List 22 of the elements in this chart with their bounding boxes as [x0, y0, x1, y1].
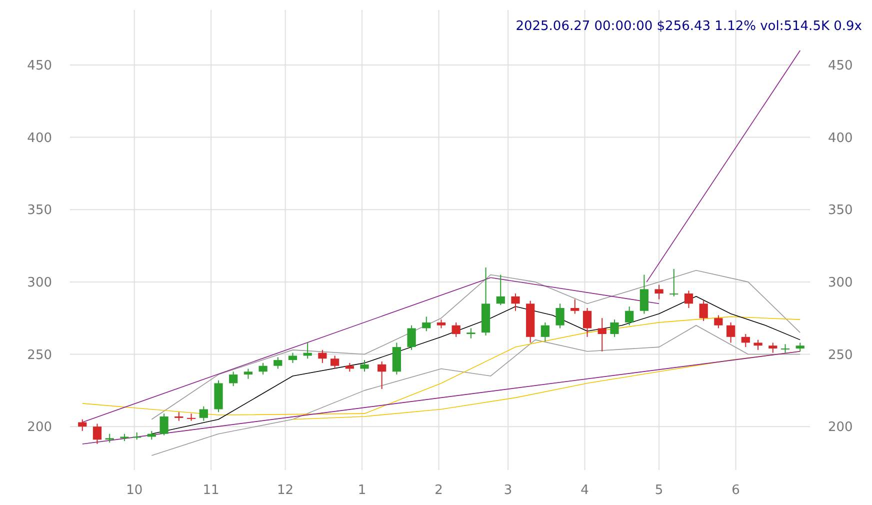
y-tick-label: 350 [27, 203, 52, 218]
x-tick-label: 10 [126, 483, 143, 498]
x-tick-label: 12 [277, 483, 294, 498]
y2-tick-label: 450 [828, 58, 853, 74]
x-tick-label: 2 [434, 483, 443, 498]
y-tick-label: 300 [27, 276, 52, 290]
y2-tick-label: 400 [828, 130, 853, 146]
y-tick-label: 250 [27, 348, 52, 363]
y2-tick-label: 200 [828, 420, 853, 436]
x-tick-label: 6 [732, 483, 740, 498]
y2-tick-label: 300 [828, 276, 853, 290]
x-tick-label: 4 [580, 483, 589, 498]
x-tick-label: 3 [504, 483, 512, 498]
x-tick-label: 1 [358, 483, 366, 498]
y-tick-label: 200 [27, 420, 52, 436]
y2-tick-label: 250 [828, 348, 853, 363]
text: 2025.06.27 00:00:00 $256.43 1.12% vol:514.5K 0.9x [516, 19, 862, 34]
y-tick-label: 400 [27, 130, 52, 146]
y-tick-label: 450 [27, 58, 52, 74]
y2-tick-label: 350 [828, 203, 853, 218]
x-tick-label: 11 [202, 483, 220, 498]
x-tick-label: 5 [654, 483, 664, 498]
